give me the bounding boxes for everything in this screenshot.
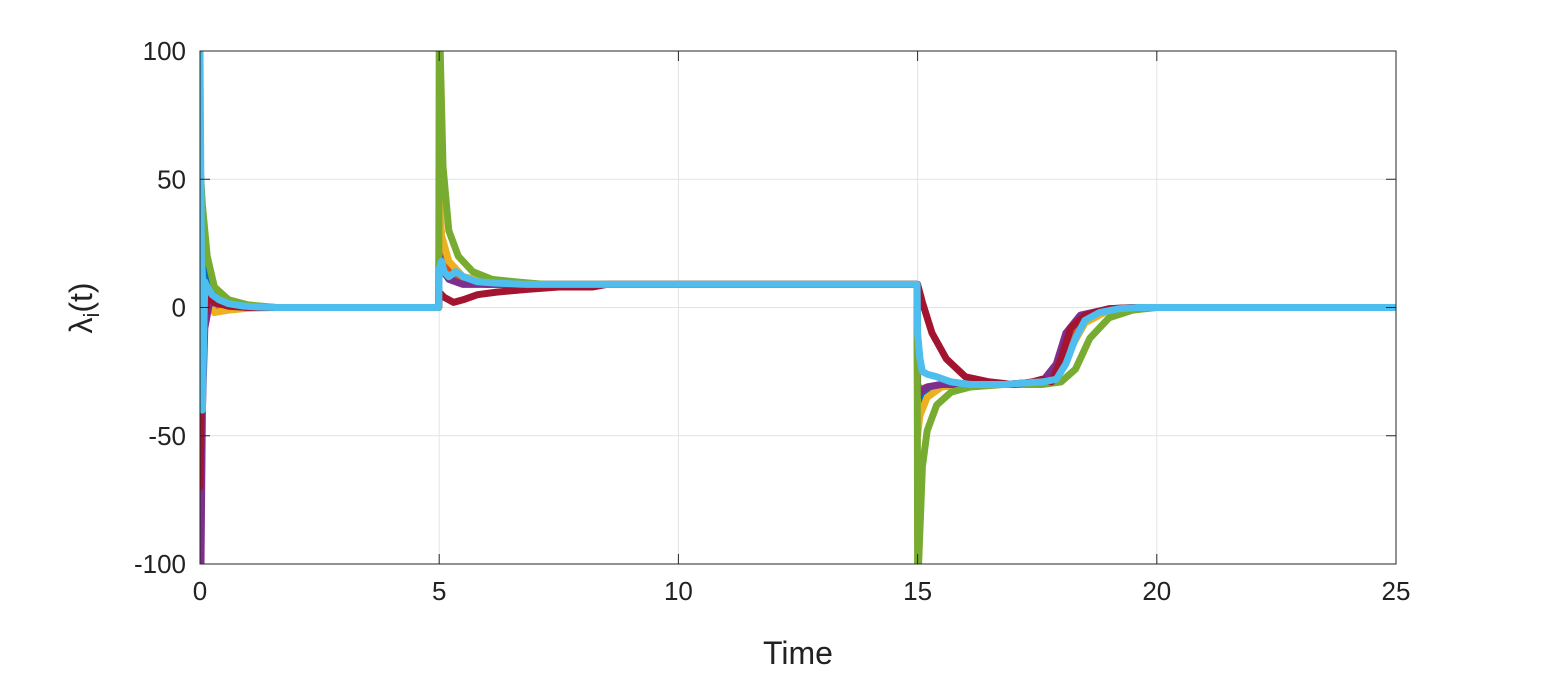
y-axis-label: λi(t)	[63, 282, 104, 333]
y-axis-label-subscript: i	[79, 313, 104, 318]
y-tick-label: 0	[172, 293, 186, 323]
y-axis-label-rest: (t)	[63, 282, 99, 312]
series-line-7	[200, 51, 1396, 414]
y-axis-label-base: λ	[63, 318, 99, 334]
x-tick-label: 10	[664, 576, 693, 606]
y-tick-label: -100	[134, 549, 186, 579]
y-tick-label: 100	[143, 36, 186, 66]
y-tick-label: 50	[157, 164, 186, 194]
y-tick-labels: -100 -50 0 50 100	[134, 36, 186, 579]
x-tick-labels: 0 5 10 15 20 25	[193, 576, 1411, 606]
x-tick-label: 0	[193, 576, 207, 606]
series-group	[200, 51, 1396, 564]
x-tick-label: 25	[1382, 576, 1411, 606]
x-tick-label: 15	[903, 576, 932, 606]
x-tick-label: 20	[1142, 576, 1171, 606]
y-tick-label: -50	[148, 421, 186, 451]
x-tick-label: 5	[432, 576, 446, 606]
axes	[199, 50, 1397, 565]
x-axis-label: Time	[763, 635, 833, 671]
